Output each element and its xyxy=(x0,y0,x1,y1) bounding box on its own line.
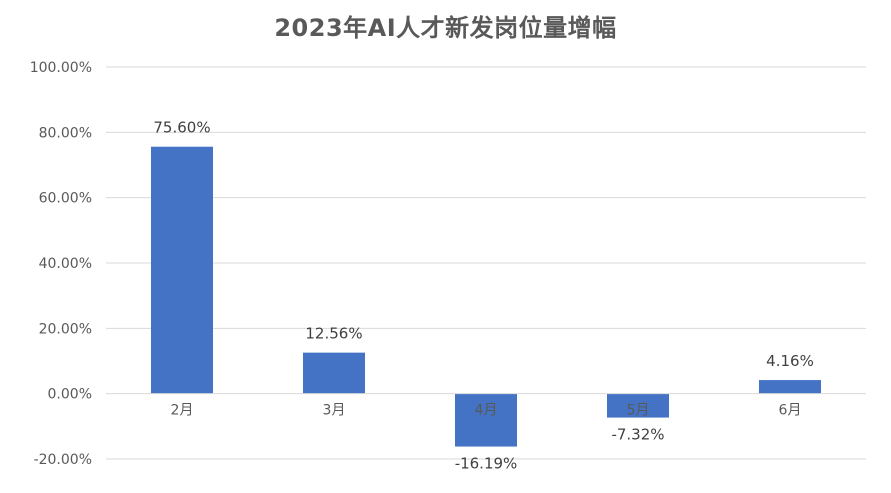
chart-title: 2023年AI人才新发岗位量增幅 xyxy=(274,14,617,42)
bar xyxy=(759,380,821,394)
x-category-label: 3月 xyxy=(323,403,346,419)
y-tick-label: 80.00% xyxy=(39,125,92,141)
data-labels: 75.60% 12.56% -16.19% -7.32% 4.16% xyxy=(153,119,813,473)
bar xyxy=(303,352,365,394)
x-category-label: 4月 xyxy=(475,403,498,419)
x-category-label: 2月 xyxy=(171,403,194,419)
x-category-label: 5月 xyxy=(627,403,650,419)
data-label: 75.60% xyxy=(153,119,210,137)
x-axis-category-labels: 2月 3月 4月 5月 6月 xyxy=(171,403,802,419)
gridlines xyxy=(106,66,866,460)
y-axis-tick-labels: 100.00% 80.00% 60.00% 40.00% 20.00% 0.00% -20.… xyxy=(30,60,92,468)
y-tick-label: 40.00% xyxy=(39,256,92,272)
bar xyxy=(607,393,669,418)
bar xyxy=(151,146,213,394)
y-tick-label: 60.00% xyxy=(39,191,92,207)
y-tick-label: 100.00% xyxy=(30,60,92,76)
x-category-label: 6月 xyxy=(779,403,802,419)
bars xyxy=(151,146,821,447)
y-tick-label: 20.00% xyxy=(39,321,92,337)
data-label: 12.56% xyxy=(305,325,362,343)
data-label: -16.19% xyxy=(455,455,518,473)
y-tick-label: -20.00% xyxy=(34,452,92,468)
y-tick-label: 0.00% xyxy=(48,387,92,403)
data-label: -7.32% xyxy=(611,426,664,444)
bar xyxy=(455,393,517,447)
data-label: 4.16% xyxy=(766,352,814,370)
